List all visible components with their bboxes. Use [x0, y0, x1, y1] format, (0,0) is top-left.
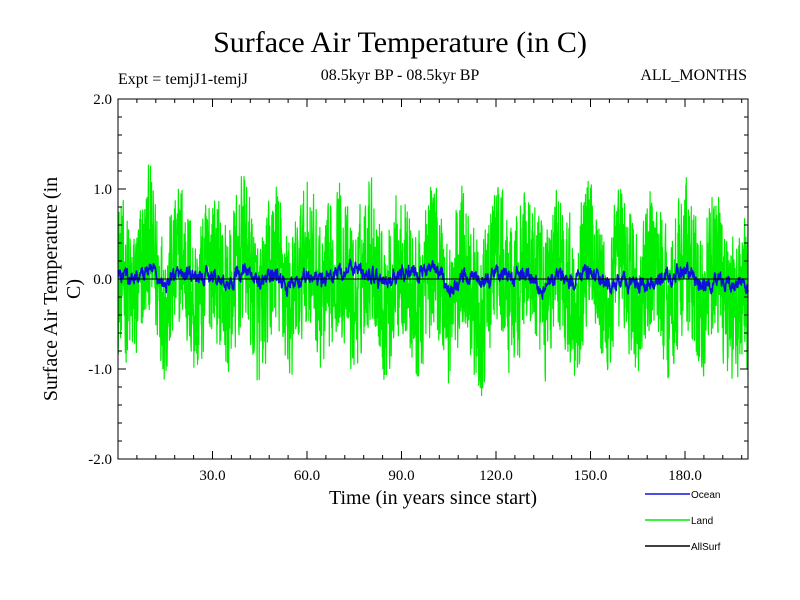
x-tick-label: 180.0: [668, 468, 702, 484]
ocean-series-line: [117, 258, 749, 300]
y-tick-label: -1.0: [88, 362, 112, 378]
y-tick-label: 0.0: [93, 272, 112, 288]
x-tick-label: 30.0: [199, 468, 225, 484]
legend-label-land: Land: [691, 516, 713, 527]
months-label: ALL_MONTHS: [640, 67, 747, 84]
x-tick-label: 60.0: [294, 468, 320, 484]
x-tick-label: 120.0: [479, 468, 513, 484]
chart-subtitle: 08.5kyr BP - 08.5kyr BP: [320, 67, 480, 84]
plot-area: [117, 164, 749, 397]
legend: Ocean Land AllSurf: [645, 490, 721, 553]
x-tick-label: 150.0: [574, 468, 608, 484]
land-series-line: [117, 164, 749, 397]
y-tick-label: 1.0: [93, 182, 112, 198]
x-tick-label: 90.0: [388, 468, 414, 484]
legend-label-ocean: Ocean: [691, 490, 720, 501]
x-axis-label: Time (in years since start): [328, 487, 538, 509]
ticks: 30.0 60.0 90.0 120.0 150.0 180.0 2.0 1.0 0.0 -1.0…: [88, 92, 748, 484]
legend-label-allsurf: AllSurf: [691, 542, 721, 553]
experiment-label: Expt = temjJ1-temjJ: [118, 71, 248, 88]
y-tick-label: 2.0: [93, 92, 112, 108]
chart-title: Surface Air Temperature (in C): [213, 26, 587, 59]
y-axis-label: Surface Air Temperature (in C): [40, 176, 85, 402]
y-tick-label: -2.0: [88, 452, 112, 468]
